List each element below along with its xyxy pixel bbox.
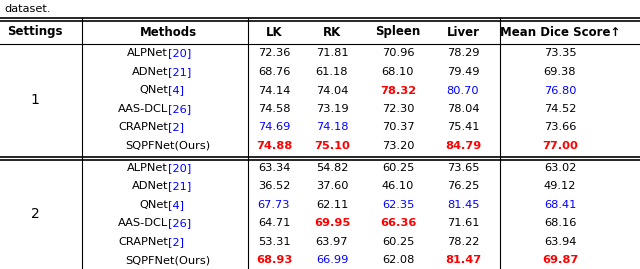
Text: 77.00: 77.00	[542, 141, 578, 151]
Text: 75.10: 75.10	[314, 141, 350, 151]
Text: 73.66: 73.66	[544, 122, 576, 133]
Text: 49.12: 49.12	[544, 181, 576, 191]
Text: 84.79: 84.79	[445, 141, 481, 151]
Text: [2]: [2]	[168, 122, 184, 133]
Text: 63.94: 63.94	[544, 237, 576, 247]
Text: 71.61: 71.61	[447, 218, 479, 228]
Text: 73.19: 73.19	[316, 104, 348, 114]
Text: SQPFNet(Ours): SQPFNet(Ours)	[125, 255, 211, 265]
Text: 73.65: 73.65	[447, 162, 479, 173]
Text: CRAPNet: CRAPNet	[118, 237, 168, 247]
Text: 69.38: 69.38	[544, 67, 576, 77]
Text: 1: 1	[31, 93, 40, 107]
Text: 54.82: 54.82	[316, 162, 348, 173]
Text: 81.47: 81.47	[445, 255, 481, 265]
Text: 72.36: 72.36	[258, 48, 290, 58]
Text: 61.18: 61.18	[316, 67, 348, 77]
Text: 70.37: 70.37	[381, 122, 414, 133]
Text: 68.41: 68.41	[544, 200, 576, 210]
Text: Settings: Settings	[7, 26, 63, 38]
Text: 69.95: 69.95	[314, 218, 350, 228]
Text: 74.04: 74.04	[316, 86, 348, 95]
Text: 2: 2	[31, 207, 40, 221]
Text: 68.93: 68.93	[256, 255, 292, 265]
Text: Methods: Methods	[140, 26, 196, 38]
Text: 68.76: 68.76	[258, 67, 290, 77]
Text: 74.58: 74.58	[258, 104, 291, 114]
Text: LK: LK	[266, 26, 282, 38]
Text: 62.35: 62.35	[382, 200, 414, 210]
Text: ALPNet: ALPNet	[127, 162, 168, 173]
Text: 62.08: 62.08	[382, 255, 414, 265]
Text: QNet: QNet	[139, 86, 168, 95]
Text: [4]: [4]	[168, 86, 184, 95]
Text: 53.31: 53.31	[258, 237, 291, 247]
Text: [4]: [4]	[168, 200, 184, 210]
Text: 73.35: 73.35	[544, 48, 576, 58]
Text: 74.69: 74.69	[258, 122, 290, 133]
Text: 76.25: 76.25	[447, 181, 479, 191]
Text: ALPNet: ALPNet	[127, 48, 168, 58]
Text: [20]: [20]	[168, 162, 191, 173]
Text: 78.04: 78.04	[447, 104, 479, 114]
Text: 37.60: 37.60	[316, 181, 348, 191]
Text: [26]: [26]	[168, 218, 191, 228]
Text: AAS-DCL: AAS-DCL	[118, 218, 168, 228]
Text: 74.88: 74.88	[256, 141, 292, 151]
Text: Mean Dice Score↑: Mean Dice Score↑	[500, 26, 620, 38]
Text: 75.41: 75.41	[447, 122, 479, 133]
Text: SQPFNet(Ours): SQPFNet(Ours)	[125, 141, 211, 151]
Text: 67.73: 67.73	[258, 200, 291, 210]
Text: 81.45: 81.45	[447, 200, 479, 210]
Text: Spleen: Spleen	[376, 26, 420, 38]
Text: QNet: QNet	[139, 200, 168, 210]
Text: [20]: [20]	[168, 48, 191, 58]
Text: 46.10: 46.10	[382, 181, 414, 191]
Text: CRAPNet: CRAPNet	[118, 122, 168, 133]
Text: 79.49: 79.49	[447, 67, 479, 77]
Text: 63.34: 63.34	[258, 162, 290, 173]
Text: 78.29: 78.29	[447, 48, 479, 58]
Text: 68.10: 68.10	[381, 67, 414, 77]
Text: 78.32: 78.32	[380, 86, 416, 95]
Text: 72.30: 72.30	[381, 104, 414, 114]
Text: Liver: Liver	[447, 26, 479, 38]
Text: 60.25: 60.25	[382, 162, 414, 173]
Text: ADNet: ADNet	[131, 181, 168, 191]
Text: [21]: [21]	[168, 67, 191, 77]
Text: 64.71: 64.71	[258, 218, 290, 228]
Text: ADNet: ADNet	[131, 67, 168, 77]
Text: 68.16: 68.16	[544, 218, 576, 228]
Text: 66.99: 66.99	[316, 255, 348, 265]
Text: 70.96: 70.96	[381, 48, 414, 58]
Text: 69.87: 69.87	[542, 255, 578, 265]
Text: 76.80: 76.80	[544, 86, 576, 95]
Text: [2]: [2]	[168, 237, 184, 247]
Text: [21]: [21]	[168, 181, 191, 191]
Text: 74.18: 74.18	[316, 122, 348, 133]
Text: 60.25: 60.25	[382, 237, 414, 247]
Text: dataset.: dataset.	[4, 4, 51, 14]
Text: 66.36: 66.36	[380, 218, 416, 228]
Text: 36.52: 36.52	[258, 181, 290, 191]
Text: 74.52: 74.52	[544, 104, 576, 114]
Text: 74.14: 74.14	[258, 86, 290, 95]
Text: 63.97: 63.97	[316, 237, 348, 247]
Text: 63.02: 63.02	[544, 162, 576, 173]
Text: 62.11: 62.11	[316, 200, 348, 210]
Text: 71.81: 71.81	[316, 48, 348, 58]
Text: 73.20: 73.20	[381, 141, 414, 151]
Text: RK: RK	[323, 26, 341, 38]
Text: [26]: [26]	[168, 104, 191, 114]
Text: 78.22: 78.22	[447, 237, 479, 247]
Text: 80.70: 80.70	[447, 86, 479, 95]
Text: AAS-DCL: AAS-DCL	[118, 104, 168, 114]
